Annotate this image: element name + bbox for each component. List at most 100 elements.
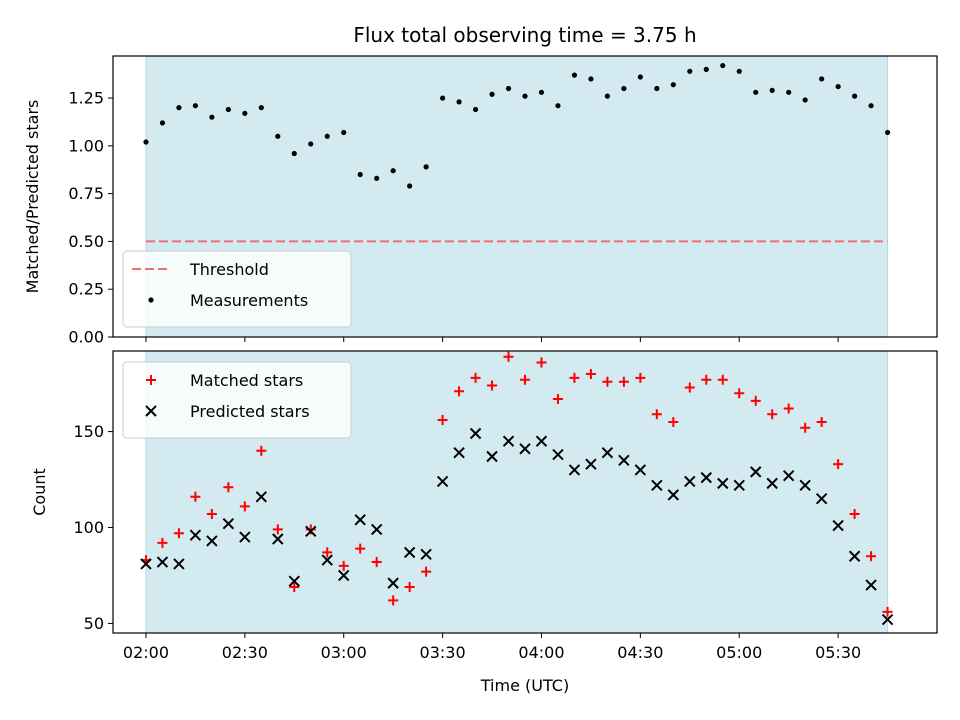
measurement-point — [670, 82, 676, 88]
y-tick-label: 0.50 — [68, 232, 104, 251]
matched-star-marker — [816, 416, 827, 427]
matched-star-marker — [190, 491, 201, 502]
legend-predicted-swatch — [145, 405, 157, 417]
matched-star-marker — [849, 509, 860, 520]
measurement-point — [143, 139, 149, 145]
matched-star-marker — [552, 393, 563, 404]
predicted-star-marker — [387, 577, 399, 589]
matched-star-marker — [157, 537, 168, 548]
measurement-point — [357, 171, 363, 178]
predicted-star-marker — [700, 471, 712, 484]
matched-star-marker — [371, 557, 382, 568]
matched-star-marker — [239, 501, 250, 512]
predicted-star-marker — [782, 469, 795, 482]
measurement-point — [852, 93, 858, 99]
matched-star-marker — [272, 524, 283, 535]
measurement-point — [291, 150, 297, 157]
measurement-point — [489, 91, 495, 97]
matched-star-marker — [388, 595, 399, 606]
predicted-star-marker — [651, 479, 663, 491]
measurement-point — [242, 110, 248, 116]
predicted-star-marker — [156, 556, 169, 568]
matched-star-marker — [355, 543, 366, 554]
predicted-star-marker — [519, 443, 531, 455]
measurement-point — [192, 103, 198, 109]
matched-star-marker — [750, 395, 761, 406]
x-tick-label: 04:00 — [518, 643, 564, 662]
matched-star-marker — [668, 416, 679, 427]
measurement-point — [753, 89, 759, 95]
predicted-star-marker — [354, 514, 366, 526]
matched-star-marker — [487, 380, 498, 391]
legend-box — [122, 250, 352, 328]
matched-star-marker — [602, 376, 613, 387]
measurement-point — [341, 129, 347, 136]
x-tick-label: 03:00 — [321, 643, 367, 662]
predicted-star-marker — [766, 477, 778, 490]
predicted-star-marker — [288, 575, 300, 587]
measurement-point — [654, 85, 660, 92]
y-tick-label: 50 — [84, 614, 104, 633]
axes-frame — [112, 350, 938, 634]
legend-matched-swatch — [146, 375, 156, 385]
measurement-point — [555, 103, 561, 109]
matched-star-marker — [701, 374, 712, 385]
predicted-star-marker — [321, 554, 333, 566]
matched-star-marker — [882, 606, 893, 617]
predicted-star-marker — [502, 435, 515, 447]
figure-title: Flux total observing time = 3.75 h — [353, 23, 696, 47]
x-tick-label: 02:30 — [222, 643, 268, 662]
measurement-point — [308, 141, 314, 147]
predicted-star-marker — [552, 448, 564, 461]
measurement-point — [159, 120, 166, 126]
x-tick-label: 05:30 — [815, 643, 861, 662]
measurement-point — [703, 66, 709, 72]
predicted-star-marker — [453, 446, 465, 459]
legend-measurement-swatch — [148, 297, 154, 303]
measurement-point — [720, 62, 726, 69]
predicted-star-marker — [667, 489, 680, 501]
measurement-point — [176, 105, 182, 111]
measurement-point — [884, 129, 891, 136]
measurement-point — [374, 175, 380, 181]
measurement-point — [637, 74, 643, 80]
measurement-point — [687, 68, 693, 74]
bottom-panel: 50 100 150 02:00 02:30 03:00 03:30 04:00 04:30 05… — [30, 350, 938, 662]
measurement-point — [571, 72, 578, 78]
predicted-star-marker — [815, 493, 828, 505]
predicted-star-marker — [601, 446, 614, 459]
x-tick-label: 03:30 — [420, 643, 466, 662]
measurement-point — [786, 89, 792, 95]
matched-star-marker — [767, 409, 778, 420]
matched-star-marker — [585, 369, 596, 380]
measurement-point — [472, 106, 479, 113]
predicted-star-marker — [568, 464, 581, 476]
predicted-star-marker — [189, 529, 202, 541]
y-tick-label: 1.25 — [68, 89, 104, 108]
measurement-point — [324, 133, 330, 139]
measurement-point — [407, 183, 413, 189]
measurement-point — [209, 114, 215, 120]
matched-star-marker — [437, 415, 448, 426]
matched-star-marker — [503, 351, 514, 362]
predicted-star-marker — [585, 458, 597, 470]
predicted-star-marker — [733, 479, 745, 491]
predicted-star-marker — [634, 464, 647, 476]
y-axis-label: Count — [30, 468, 49, 516]
y-tick-label: 1.00 — [68, 136, 104, 155]
matched-star-marker — [800, 422, 811, 433]
x-tick-label: 04:30 — [617, 643, 663, 662]
matched-star-marker — [322, 547, 333, 558]
predicted-star-marker — [305, 525, 317, 538]
matched-star-marker — [651, 409, 662, 420]
measurement-point — [802, 97, 808, 103]
predicted-star-marker — [486, 450, 498, 463]
matched-star-marker — [305, 524, 316, 535]
predicted-star-marker — [469, 427, 482, 440]
legend-label: Predicted stars — [190, 402, 310, 421]
y-axis-label: Matched/Predicted stars — [23, 100, 42, 294]
measurement-point — [390, 168, 396, 174]
measurement-point — [440, 95, 446, 101]
legend: Matched stars Predicted stars — [122, 361, 352, 439]
